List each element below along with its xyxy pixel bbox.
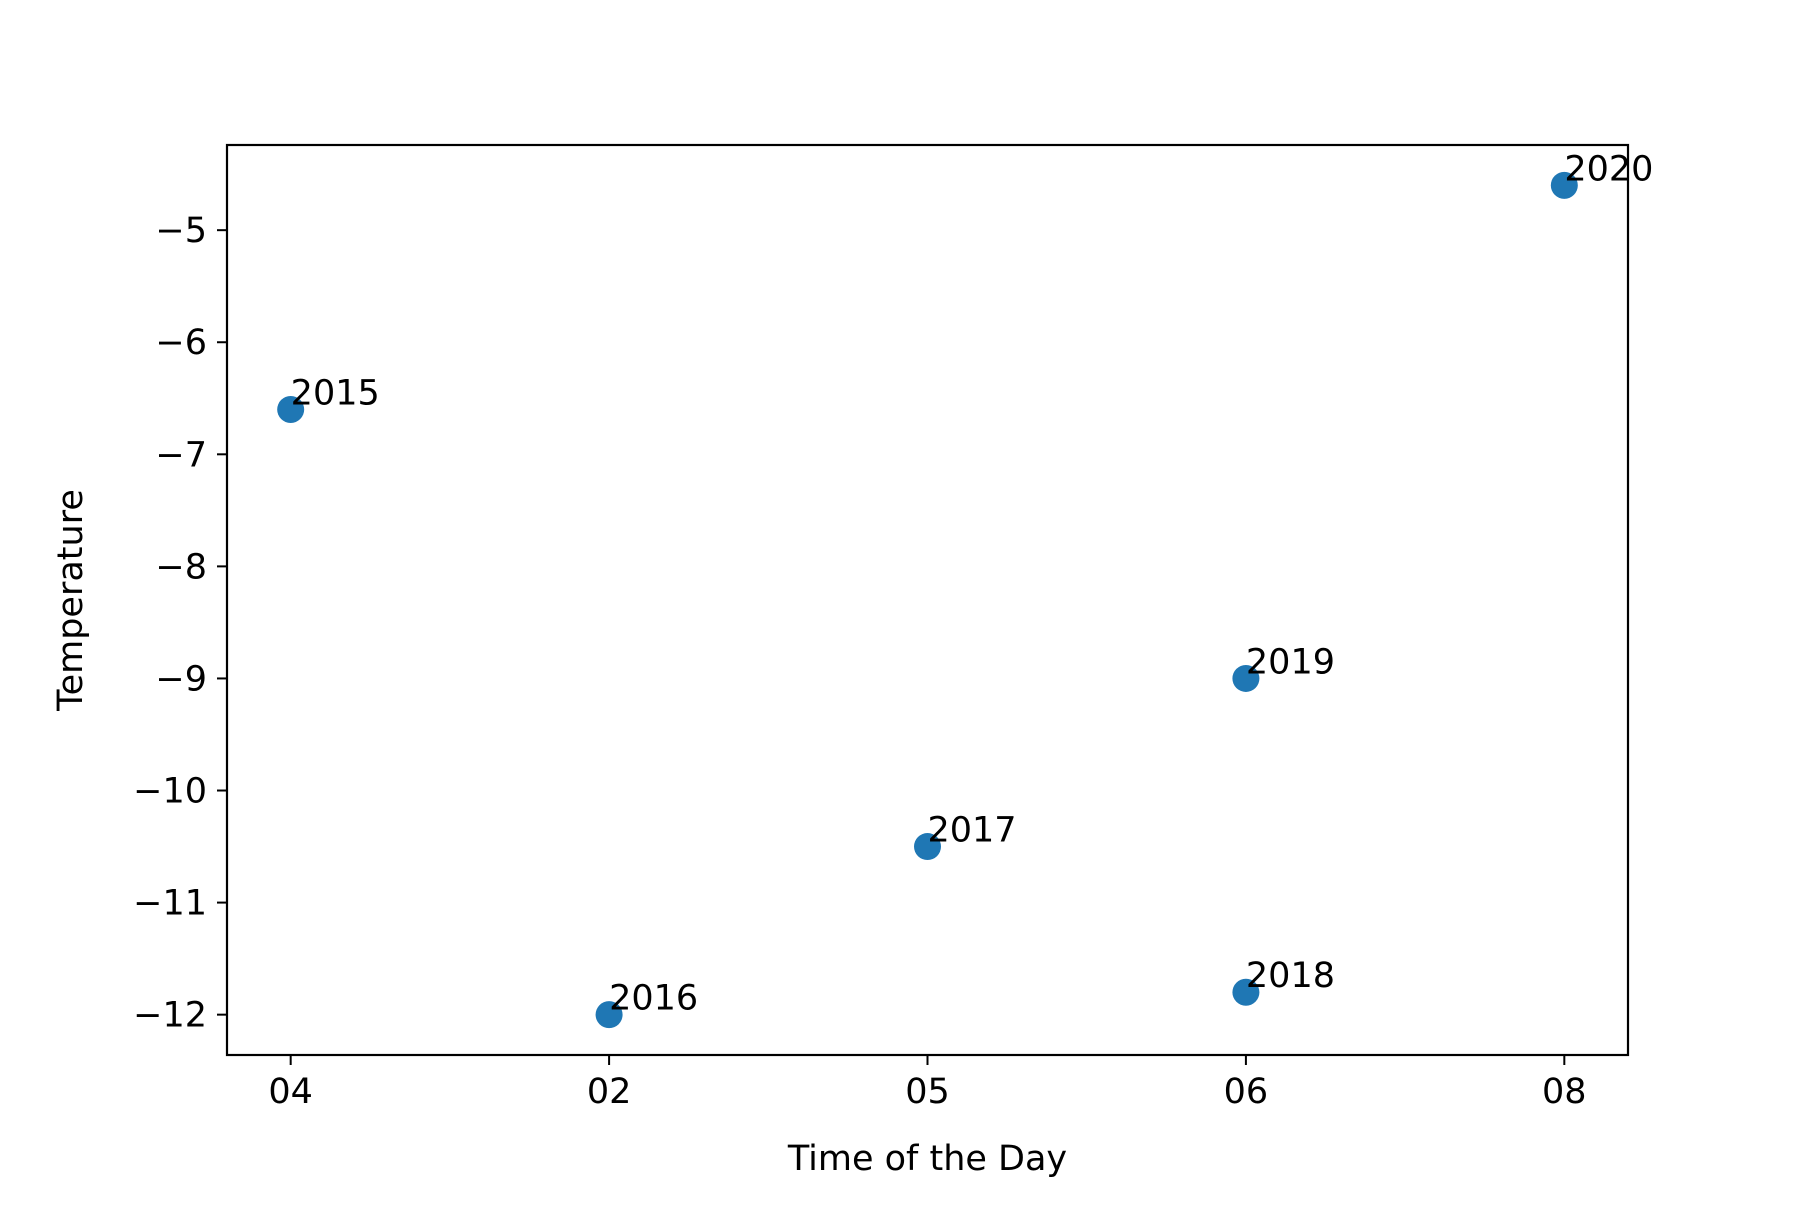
y-axis-label: Temperature — [51, 489, 91, 712]
data-point-2017 — [914, 833, 941, 861]
x-tick-label: 04 — [268, 1072, 313, 1112]
data-point-label-2019: 2019 — [1246, 642, 1335, 682]
data-point-label-2018: 2018 — [1246, 956, 1335, 996]
data-points — [277, 171, 1578, 1029]
x-tick-label: 06 — [1224, 1072, 1269, 1112]
y-tick-label: −8 — [155, 547, 207, 587]
x-tick-label: 02 — [587, 1072, 632, 1112]
data-point-2015 — [277, 395, 305, 423]
y-tick-label: −7 — [155, 435, 207, 475]
x-axis-ticks: 04 02 05 06 08 — [268, 1055, 1587, 1112]
data-point-label-2015: 2015 — [291, 373, 380, 413]
y-tick-label: −5 — [155, 211, 207, 251]
y-axis-ticks: −5 −6 −7 −8 −9 −10 −11 −12 — [133, 211, 227, 1036]
data-point-2019 — [1232, 664, 1260, 692]
x-tick-label: 05 — [905, 1072, 950, 1112]
plot-frame — [225, 143, 1630, 1057]
data-point-labels: 2015 2016 2017 2018 2019 2020 — [291, 149, 1654, 1018]
y-tick-label: −6 — [155, 323, 207, 363]
y-tick-label: −9 — [155, 659, 207, 699]
y-tick-label: −10 — [133, 772, 207, 812]
data-point-label-2016: 2016 — [609, 979, 698, 1019]
y-tick-label: −11 — [133, 884, 207, 924]
y-tick-label: −12 — [133, 996, 207, 1036]
data-point-label-2020: 2020 — [1564, 149, 1653, 189]
data-point-2018 — [1232, 978, 1260, 1006]
data-point-2020 — [1550, 171, 1578, 199]
x-axis-label: Time of the Day — [787, 1139, 1067, 1179]
data-point-2016 — [595, 1001, 623, 1029]
x-tick-label: 08 — [1542, 1072, 1587, 1112]
data-point-label-2017: 2017 — [928, 811, 1017, 851]
